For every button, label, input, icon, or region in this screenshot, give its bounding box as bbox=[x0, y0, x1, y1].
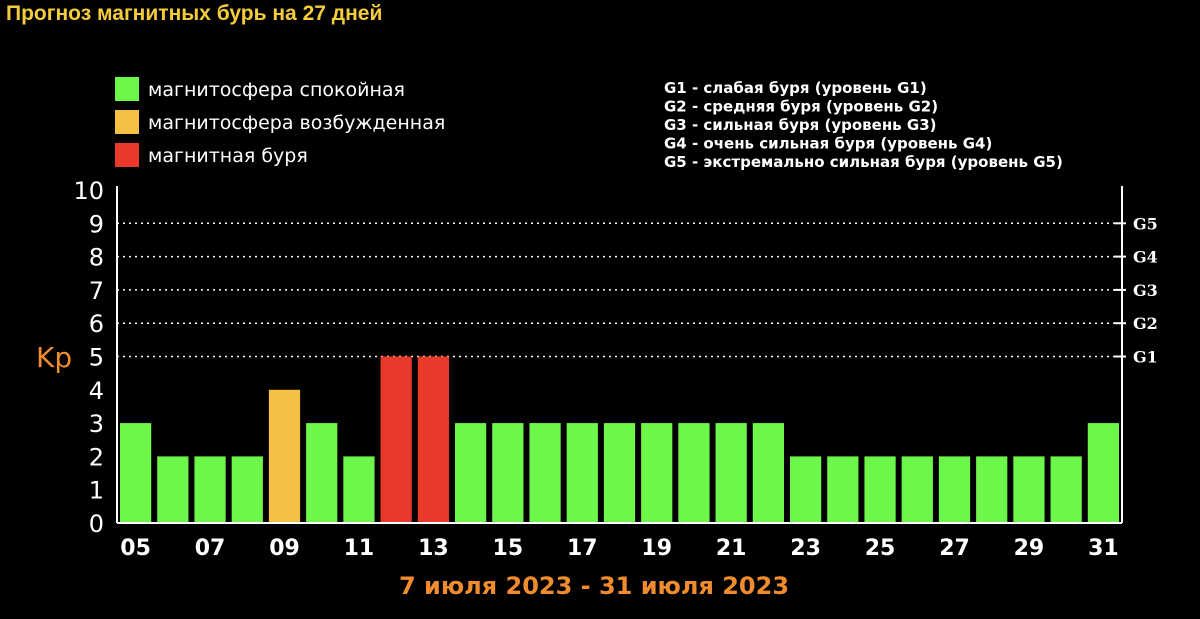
bar-06 bbox=[157, 456, 189, 523]
bar-22 bbox=[752, 423, 784, 523]
g-level-label: G1 bbox=[1133, 348, 1158, 367]
bar-15 bbox=[492, 423, 524, 523]
g-level-label: G4 bbox=[1133, 248, 1158, 267]
y-tick-label: 2 bbox=[89, 443, 104, 471]
x-tick-label: 25 bbox=[865, 536, 896, 561]
bar-07 bbox=[194, 456, 226, 523]
bars bbox=[120, 356, 1119, 523]
g-level-label: G2 bbox=[1133, 314, 1158, 333]
bar-17 bbox=[566, 423, 598, 523]
x-tick-label: 29 bbox=[1014, 536, 1045, 561]
x-tick-label: 09 bbox=[269, 536, 300, 561]
gridlines bbox=[117, 222, 1122, 358]
y-tick-labels: 0 1 2 3 4 5 6 7 8 9 10 bbox=[73, 177, 104, 538]
bar-26 bbox=[901, 456, 933, 523]
bar-31 bbox=[1087, 423, 1119, 523]
x-tick-labels: 05 07 09 11 13 15 17 19 21 23 25 27 29 31 bbox=[120, 536, 1118, 561]
bar-19 bbox=[641, 423, 673, 523]
x-tick-label: 23 bbox=[790, 536, 821, 561]
g-level-label: G3 bbox=[1133, 281, 1158, 300]
y-tick-label: 8 bbox=[89, 244, 104, 272]
x-tick-label: 27 bbox=[939, 536, 970, 561]
x-tick-label: 13 bbox=[418, 536, 449, 561]
storm-level-legend: G1 - слабая буря (уровень G1)G2 - средня… bbox=[664, 79, 1063, 171]
x-tick-label: 21 bbox=[716, 536, 747, 561]
x-tick-label: 15 bbox=[493, 536, 524, 561]
g-level-labels: G1 G2 G3 G4 G5 bbox=[1133, 214, 1158, 366]
legend-label: магнитосфера спокойная bbox=[148, 79, 405, 101]
y-tick-label: 4 bbox=[89, 377, 104, 405]
bar-16 bbox=[529, 423, 561, 523]
legend-swatch bbox=[115, 110, 139, 134]
bar-10 bbox=[306, 423, 338, 523]
bar-24 bbox=[827, 456, 859, 523]
legend-swatch bbox=[115, 143, 139, 167]
y-tick-label: 5 bbox=[89, 344, 104, 372]
bar-21 bbox=[715, 423, 747, 523]
bar-09 bbox=[268, 389, 301, 523]
y-tick-label: 10 bbox=[73, 177, 104, 205]
bar-11 bbox=[343, 456, 375, 523]
x-tick-label: 31 bbox=[1088, 536, 1119, 561]
bar-13 bbox=[417, 356, 449, 523]
y-axis-label: Kp bbox=[36, 341, 72, 374]
bar-30 bbox=[1050, 456, 1082, 523]
x-axis-label: 7 июля 2023 - 31 июля 2023 bbox=[399, 572, 789, 600]
bar-14 bbox=[455, 423, 487, 523]
bar-27 bbox=[938, 456, 971, 523]
legend-label: магнитосфера возбужденная bbox=[148, 112, 445, 134]
storm-level-item: G5 - экстремально сильная буря (уровень … bbox=[664, 153, 1063, 171]
legend-swatch bbox=[115, 77, 139, 101]
bar-12 bbox=[380, 356, 412, 523]
storm-level-item: G1 - слабая буря (уровень G1) bbox=[664, 79, 927, 97]
bar-25 bbox=[864, 456, 896, 523]
x-tick-label: 17 bbox=[567, 536, 598, 561]
bar-18 bbox=[603, 423, 636, 523]
axes bbox=[116, 186, 1126, 524]
y-tick-label: 3 bbox=[89, 410, 104, 438]
y-tick-label: 1 bbox=[89, 477, 104, 505]
x-tick-label: 19 bbox=[641, 536, 672, 561]
x-tick-label: 07 bbox=[195, 536, 226, 561]
bar-08 bbox=[231, 456, 263, 523]
legend: магнитосфера спокойная магнитосфера возбу… bbox=[115, 77, 445, 167]
bar-20 bbox=[678, 423, 710, 523]
y-tick-label: 7 bbox=[89, 277, 104, 305]
y-tick-label: 0 bbox=[89, 510, 104, 538]
storm-level-item: G2 - средняя буря (уровень G2) bbox=[664, 98, 938, 116]
bar-29 bbox=[1013, 456, 1045, 523]
y-tick-label: 9 bbox=[89, 210, 104, 238]
bar-28 bbox=[976, 456, 1008, 523]
bar-23 bbox=[790, 456, 822, 523]
y-tick-label: 6 bbox=[89, 310, 104, 338]
bar-05 bbox=[120, 423, 152, 523]
storm-level-item: G3 - сильная буря (уровень G3) bbox=[664, 116, 937, 134]
x-tick-label: 05 bbox=[120, 536, 151, 561]
legend-label: магнитная буря bbox=[148, 145, 308, 167]
storm-level-item: G4 - очень сильная буря (уровень G4) bbox=[664, 135, 992, 153]
page-title: Прогноз магнитных бурь на 27 дней bbox=[6, 2, 383, 25]
x-tick-label: 11 bbox=[344, 536, 375, 561]
g-level-label: G5 bbox=[1133, 214, 1158, 233]
